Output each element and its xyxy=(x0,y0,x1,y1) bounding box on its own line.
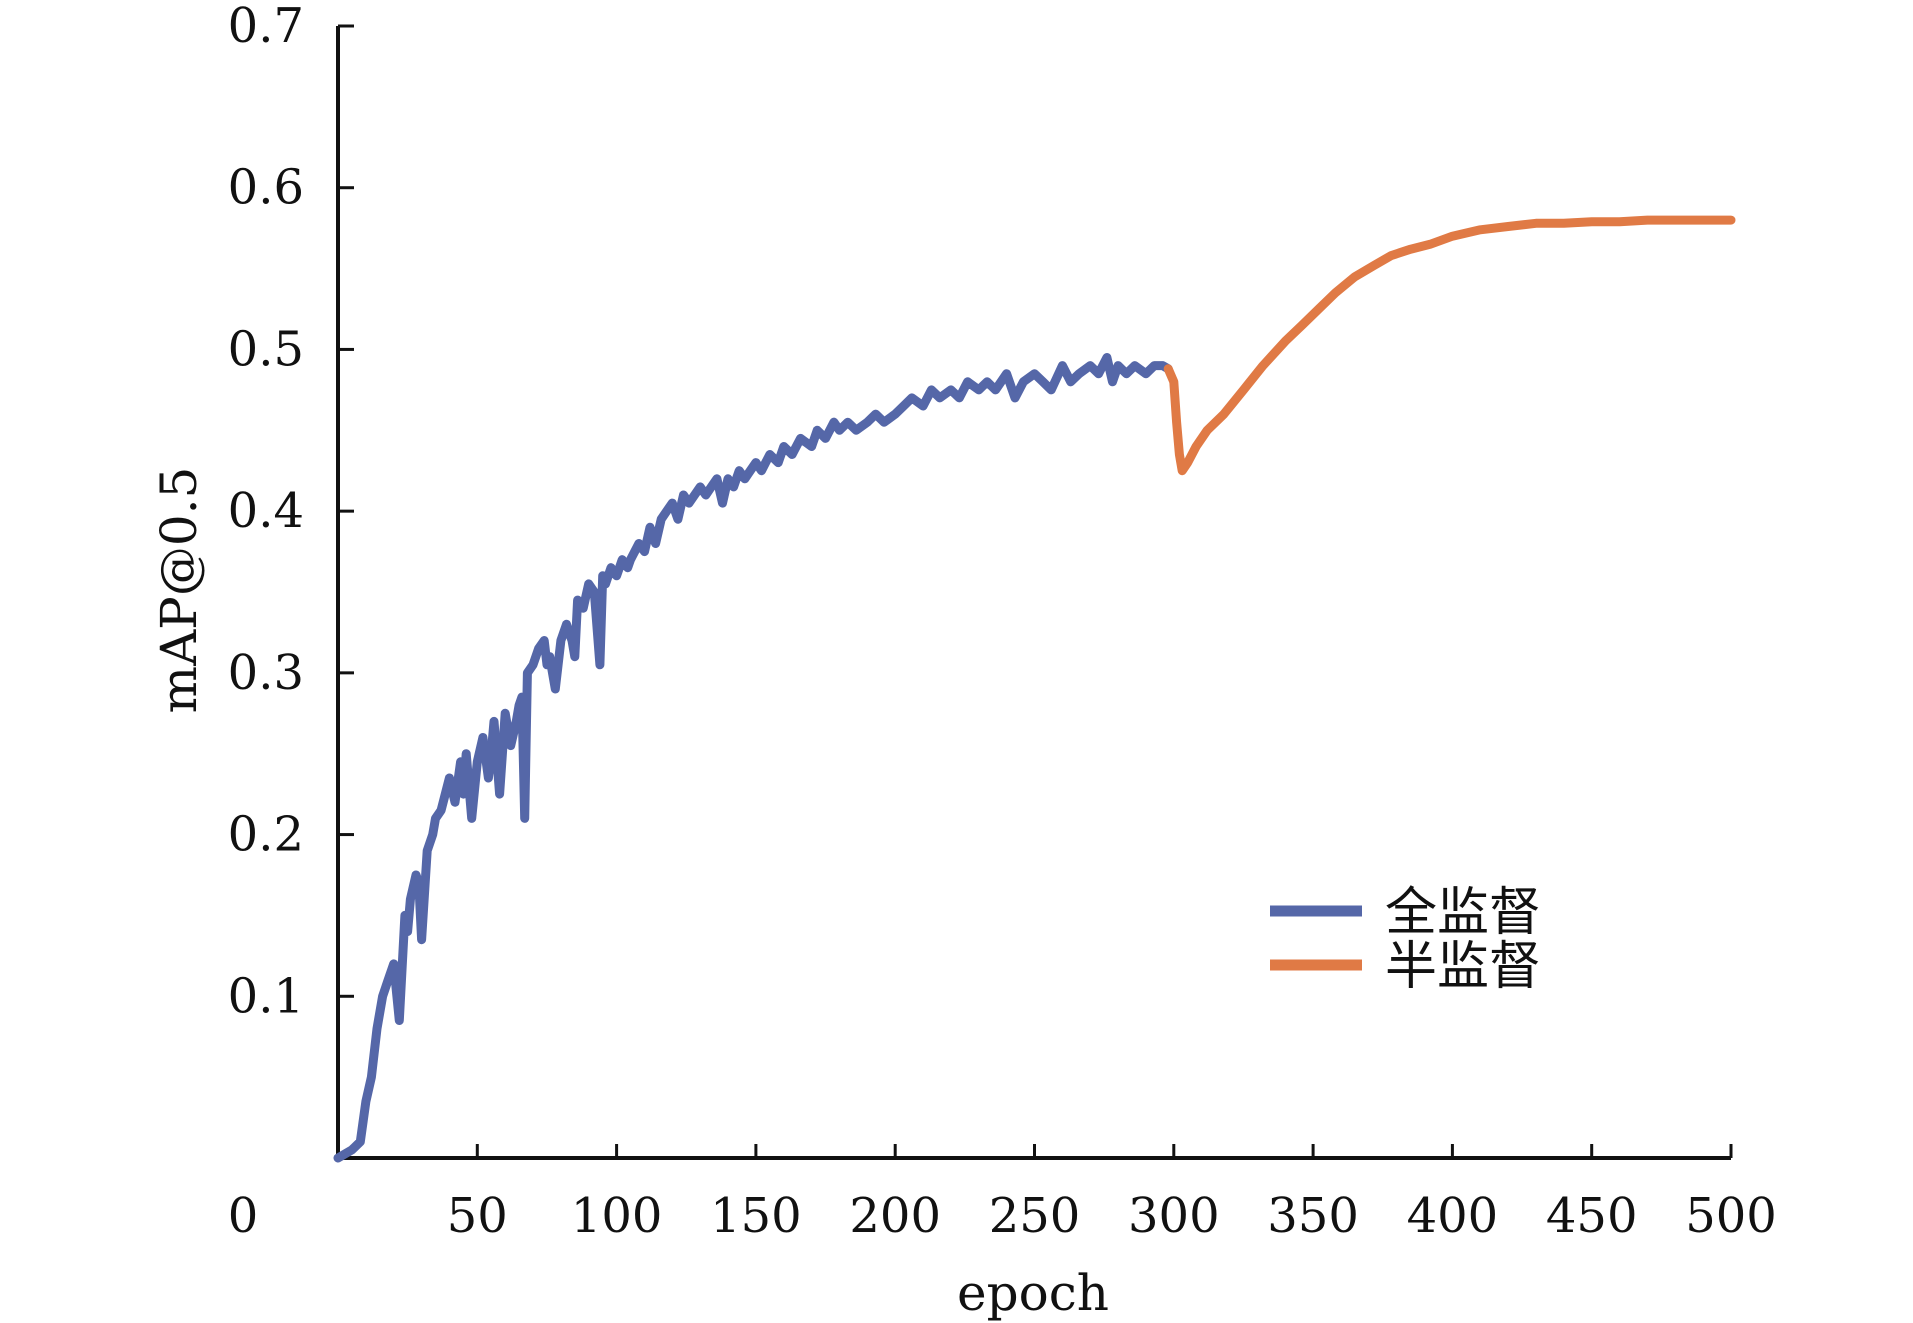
origin-tick-label: 0 xyxy=(228,1188,259,1244)
x-axis-title: epoch xyxy=(957,1264,1109,1322)
x-axis-ticks: 50 100 150 200 250 300 350 400 450 500 xyxy=(447,1144,1777,1244)
x-tick-label: 350 xyxy=(1267,1188,1359,1244)
x-tick-label: 100 xyxy=(571,1188,663,1244)
x-tick-label: 50 xyxy=(447,1188,508,1244)
y-tick-label: 0.6 xyxy=(228,160,304,216)
x-tick-label: 250 xyxy=(989,1188,1081,1244)
y-tick-label: 0.3 xyxy=(228,645,304,701)
y-axis-ticks: 0.1 0.2 0.3 0.4 0.5 0.6 0.7 xyxy=(228,0,354,1024)
x-tick-label: 450 xyxy=(1546,1188,1638,1244)
legend: 全监督 半监督 xyxy=(1270,883,1541,997)
y-tick-label: 0.1 xyxy=(228,968,304,1024)
series-line-full-supervised xyxy=(333,353,1173,1163)
y-tick-label: 0.4 xyxy=(228,483,304,539)
series-layer xyxy=(333,215,1736,1163)
x-tick-label: 400 xyxy=(1407,1188,1499,1244)
series-line-semi-supervised xyxy=(1163,215,1736,476)
legend-label-semi-supervised: 半监督 xyxy=(1385,937,1541,997)
y-tick-label: 0.7 xyxy=(228,0,304,54)
x-tick-label: 150 xyxy=(710,1188,802,1244)
y-tick-label: 0.5 xyxy=(228,321,304,377)
x-tick-label: 300 xyxy=(1128,1188,1220,1244)
y-tick-label: 0.2 xyxy=(228,807,304,863)
legend-label-full-supervised: 全监督 xyxy=(1385,883,1541,943)
x-tick-label: 200 xyxy=(849,1188,941,1244)
y-axis-title: mAP@0.5 xyxy=(150,467,208,714)
x-tick-label: 500 xyxy=(1685,1188,1777,1244)
